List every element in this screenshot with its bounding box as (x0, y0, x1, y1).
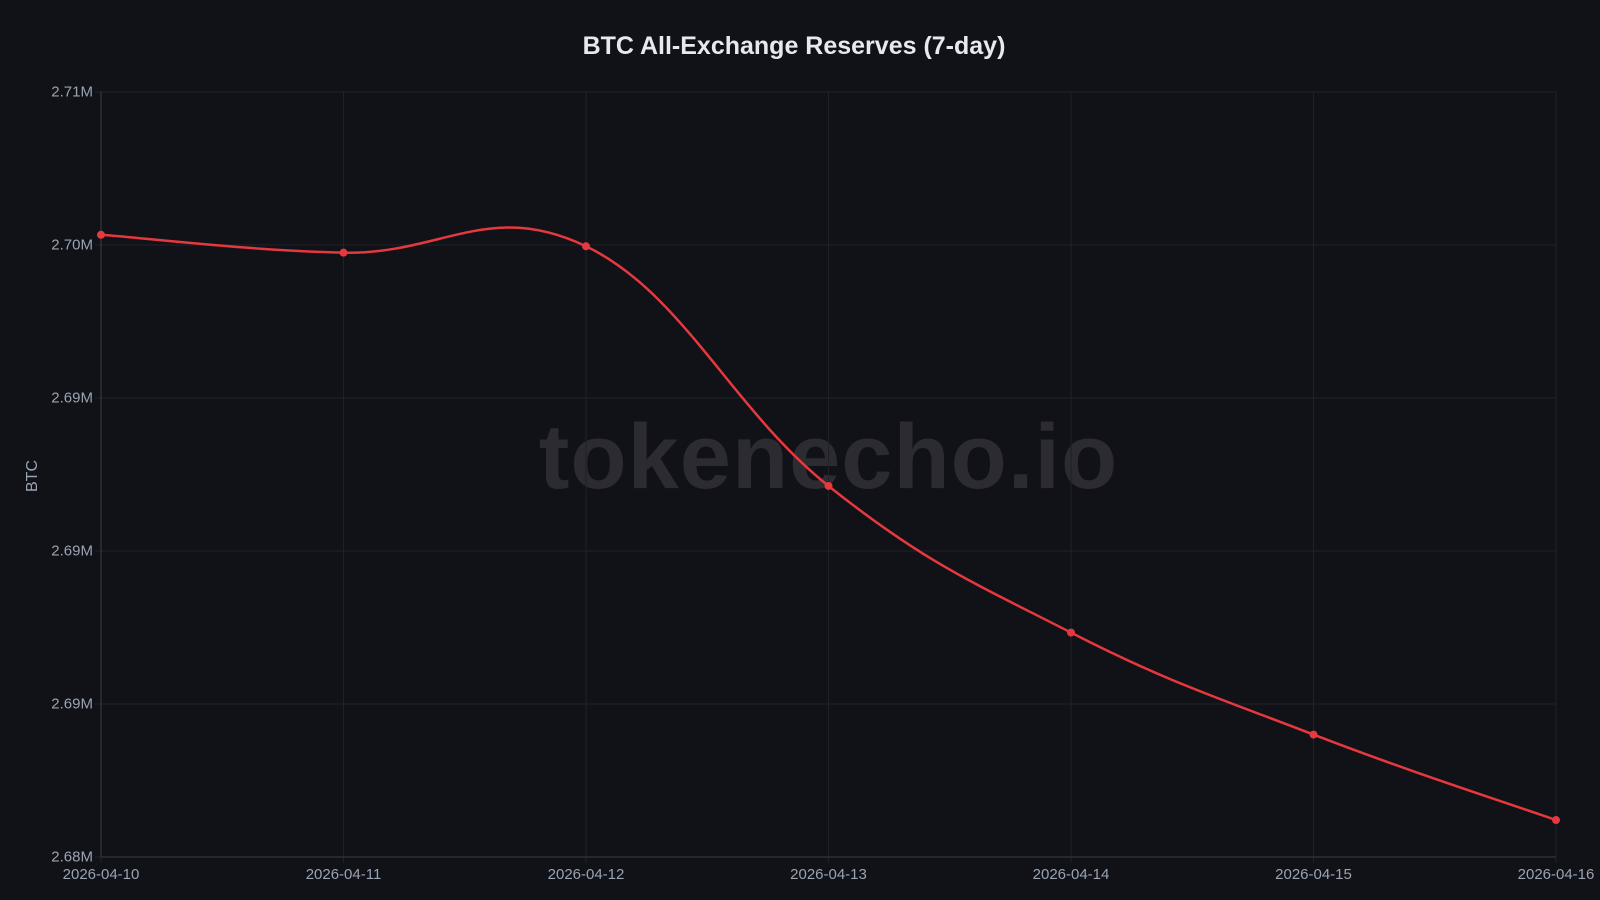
y-tick-label: 2.71M (51, 83, 93, 101)
data-point[interactable] (582, 242, 590, 251)
x-tick-label: 2026-04-16 (1517, 866, 1595, 883)
x-tick-label: 2026-04-14 (1032, 866, 1110, 883)
data-point[interactable] (1309, 730, 1318, 739)
axes (100, 92, 1556, 858)
chart-title: BTC All-Exchange Reserves (7-day) (582, 32, 1006, 60)
x-tick-label: 2026-04-15 (1275, 866, 1352, 883)
y-tick-label: 2.70M (51, 236, 93, 254)
x-tick-label: 2026-04-13 (790, 866, 867, 883)
x-tick-label: 2026-04-11 (305, 866, 382, 883)
x-tick-label: 2026-04-12 (547, 866, 625, 883)
data-point[interactable] (339, 248, 348, 257)
y-tick-label: 2.69M (51, 695, 93, 713)
data-point[interactable] (1552, 816, 1560, 825)
data-point[interactable] (824, 481, 833, 490)
y-tick-label: 2.69M (51, 542, 93, 560)
data-point[interactable] (97, 230, 105, 239)
y-tick-label: 2.69M (51, 389, 93, 407)
data-point[interactable] (1067, 628, 1075, 637)
data-points (97, 230, 1560, 825)
grid-lines (95, 91, 1557, 863)
x-tick-label: 2026-04-10 (62, 866, 140, 883)
y-tick-label: 2.68M (51, 848, 93, 866)
